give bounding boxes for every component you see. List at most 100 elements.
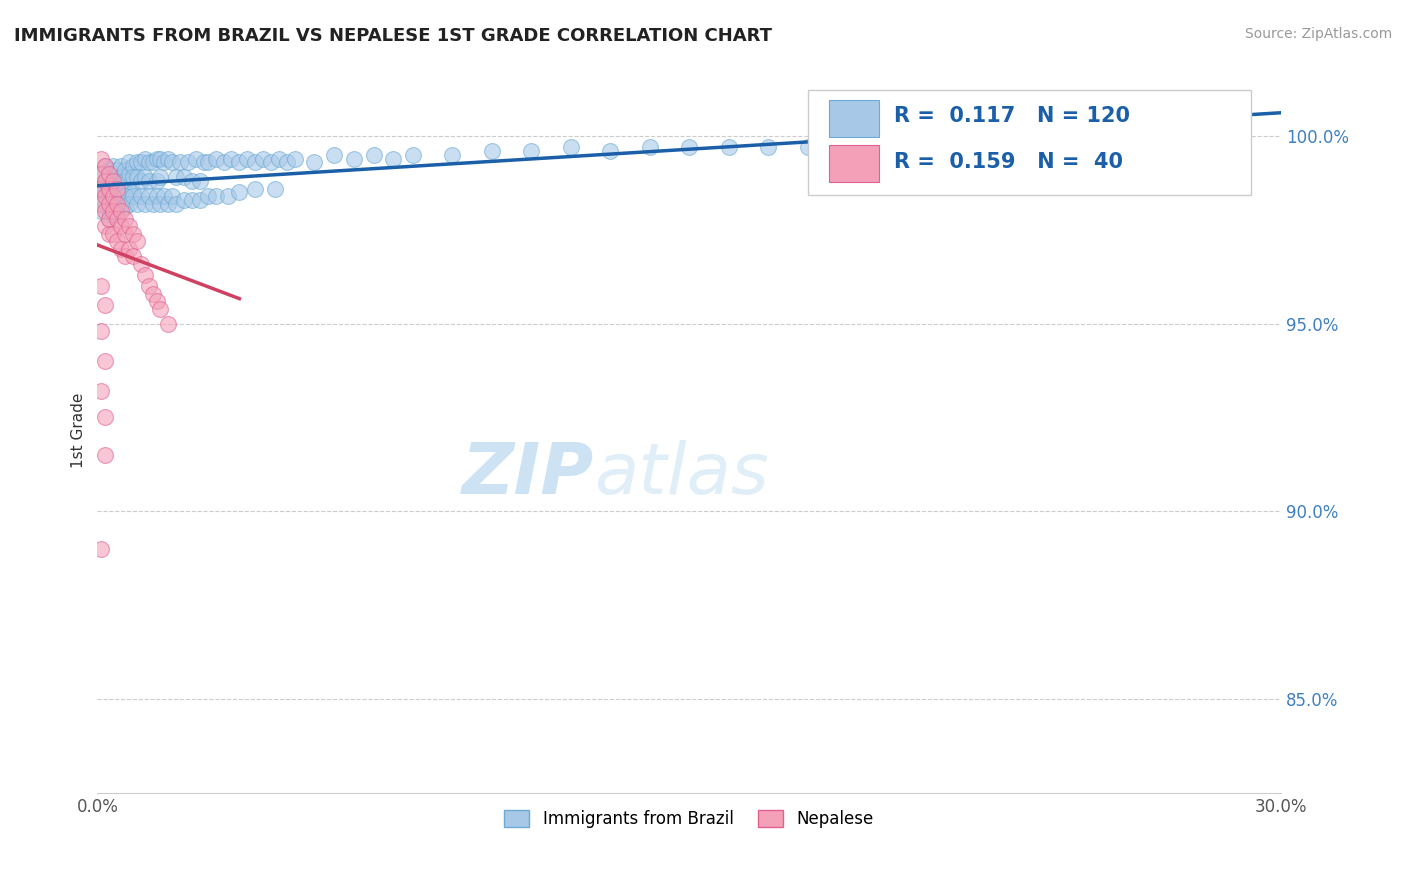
Point	[204, 152, 226, 166]
Point	[121, 170, 143, 185]
Point	[145, 174, 167, 188]
Text: R =  0.117   N = 120: R = 0.117 N = 120	[894, 105, 1130, 126]
Point	[184, 152, 207, 166]
Point	[197, 189, 219, 203]
Point	[101, 181, 124, 195]
Point	[105, 162, 128, 177]
FancyBboxPatch shape	[828, 100, 879, 137]
Point	[105, 174, 128, 188]
Point	[101, 227, 124, 241]
Point	[94, 159, 117, 173]
Point	[134, 196, 156, 211]
Point	[98, 189, 121, 203]
Point	[875, 136, 897, 151]
Point	[204, 189, 226, 203]
Point	[284, 152, 307, 166]
Point	[441, 148, 464, 162]
Point	[243, 181, 266, 195]
Point	[90, 167, 112, 181]
Point	[264, 181, 287, 195]
Point	[382, 152, 405, 166]
Point	[157, 152, 180, 166]
Point	[129, 155, 152, 169]
Point	[138, 155, 160, 169]
Point	[129, 174, 152, 188]
Point	[149, 301, 172, 316]
Point	[157, 196, 180, 211]
Point	[173, 193, 195, 207]
Point	[162, 189, 184, 203]
Point	[173, 170, 195, 185]
Point	[121, 186, 143, 200]
Point	[98, 186, 121, 200]
Point	[114, 249, 136, 263]
Point	[193, 155, 215, 169]
Point	[118, 155, 141, 169]
Point	[110, 159, 132, 173]
Point	[110, 219, 132, 233]
Point	[228, 155, 250, 169]
Point	[217, 189, 239, 203]
Point	[90, 541, 112, 556]
Point	[98, 196, 121, 211]
Point	[125, 155, 148, 169]
Point	[118, 242, 141, 256]
Point	[1033, 136, 1056, 151]
Text: ZIP: ZIP	[463, 440, 595, 508]
Point	[149, 152, 172, 166]
Point	[90, 167, 112, 181]
Legend: Immigrants from Brazil, Nepalese: Immigrants from Brazil, Nepalese	[498, 804, 880, 835]
Point	[101, 189, 124, 203]
Point	[481, 144, 503, 158]
Point	[121, 159, 143, 173]
Point	[114, 227, 136, 241]
Point	[125, 170, 148, 185]
Point	[138, 189, 160, 203]
Point	[90, 279, 112, 293]
Point	[1112, 133, 1135, 147]
Point	[145, 152, 167, 166]
Point	[90, 186, 112, 200]
Point	[94, 159, 117, 173]
Point	[105, 211, 128, 226]
Point	[121, 249, 143, 263]
Point	[118, 196, 141, 211]
Point	[94, 354, 117, 368]
Point	[105, 186, 128, 200]
Text: IMMIGRANTS FROM BRAZIL VS NEPALESE 1ST GRADE CORRELATION CHART: IMMIGRANTS FROM BRAZIL VS NEPALESE 1ST G…	[14, 27, 772, 45]
Point	[94, 298, 117, 312]
Point	[125, 234, 148, 248]
Point	[153, 155, 176, 169]
Point	[260, 155, 283, 169]
Point	[94, 189, 117, 203]
Point	[323, 148, 346, 162]
Point	[98, 227, 121, 241]
Point	[149, 196, 172, 211]
Point	[110, 196, 132, 211]
FancyBboxPatch shape	[807, 90, 1251, 195]
Point	[142, 155, 165, 169]
Point	[105, 196, 128, 211]
Point	[134, 170, 156, 185]
Point	[304, 155, 326, 169]
Point	[90, 152, 112, 166]
Point	[955, 136, 977, 151]
Point	[142, 286, 165, 301]
Point	[177, 155, 200, 169]
Point	[114, 200, 136, 214]
Point	[110, 204, 132, 219]
Point	[114, 211, 136, 226]
Point	[101, 204, 124, 219]
Point	[101, 196, 124, 211]
Point	[110, 170, 132, 185]
Point	[98, 162, 121, 177]
Point	[94, 174, 117, 188]
Point	[363, 148, 385, 162]
Text: R =  0.159   N =  40: R = 0.159 N = 40	[894, 152, 1123, 172]
Point	[142, 196, 165, 211]
Point	[121, 227, 143, 241]
Point	[165, 196, 187, 211]
Point	[114, 162, 136, 177]
Point	[134, 152, 156, 166]
Point	[252, 152, 274, 166]
